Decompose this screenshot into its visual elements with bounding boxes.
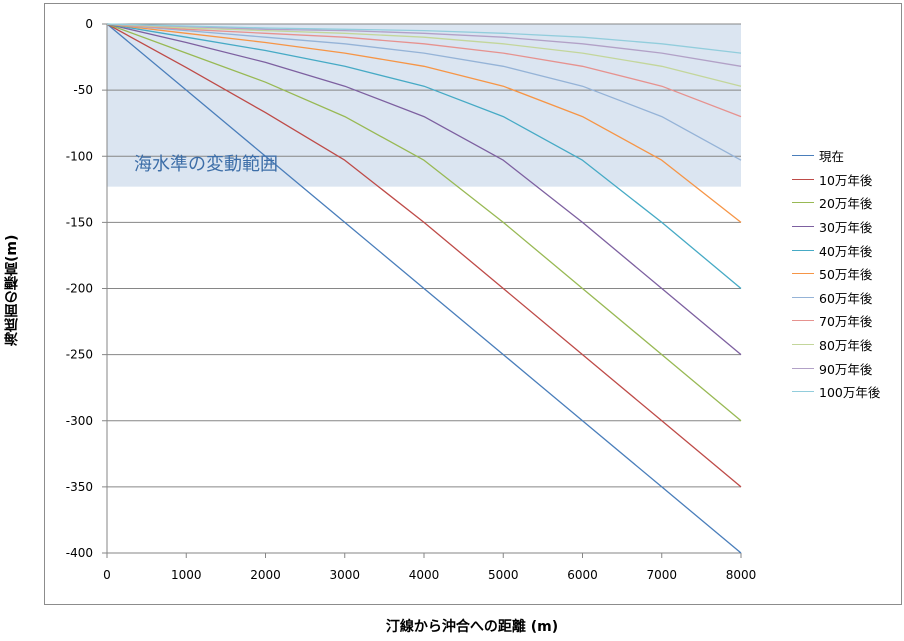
- legend-swatch: [792, 155, 814, 157]
- legend-swatch: [792, 202, 814, 204]
- legend-label: 80万年後: [819, 338, 873, 354]
- legend-item: 30万年後: [792, 215, 880, 239]
- series-line: [106, 23, 742, 289]
- legend-item: 10万年後: [792, 168, 880, 192]
- y-tick-label: -400: [66, 546, 93, 560]
- y-tick-label: -150: [66, 215, 93, 229]
- x-tick-label: 2000: [250, 568, 281, 582]
- series-line: [106, 23, 742, 356]
- x-tick-label: 6000: [567, 568, 598, 582]
- series-line: [106, 23, 742, 554]
- legend-label: 10万年後: [819, 172, 873, 188]
- legend-item: 20万年後: [792, 191, 880, 215]
- legend-item: 50万年後: [792, 262, 880, 286]
- series-line: [106, 23, 742, 87]
- series-line: [106, 23, 742, 67]
- legend-item: 現在: [792, 144, 880, 168]
- x-tick-label: 5000: [488, 568, 519, 582]
- x-tick-label: 3000: [329, 568, 360, 582]
- legend-label: 60万年後: [819, 290, 873, 306]
- chart-frame: [44, 3, 902, 605]
- y-tick-label: -100: [66, 149, 93, 163]
- legend-label: 90万年後: [819, 361, 873, 377]
- legend-swatch: [792, 296, 814, 298]
- legend-label: 100万年後: [819, 385, 881, 401]
- y-axis-title: 海底面の標高(m): [4, 234, 20, 346]
- legend-item: 40万年後: [792, 238, 880, 262]
- legend-item: 70万年後: [792, 309, 880, 333]
- legend-swatch: [792, 178, 814, 180]
- y-tick-label: 0: [85, 17, 93, 31]
- legend-swatch: [792, 273, 814, 275]
- legend-swatch: [792, 344, 814, 346]
- x-tick-label: 8000: [726, 568, 757, 582]
- legend-label: 20万年後: [819, 196, 873, 212]
- x-axis-title: 汀線から沖合への距離 (m): [385, 619, 559, 635]
- legend-swatch: [792, 249, 814, 251]
- series-line: [106, 23, 742, 54]
- x-tick-label: 7000: [646, 568, 677, 582]
- legend-label: 30万年後: [819, 220, 873, 236]
- legend-item: 60万年後: [792, 286, 880, 310]
- series-line: [106, 23, 742, 223]
- legend-item: 80万年後: [792, 333, 880, 357]
- x-tick-label: 1000: [171, 568, 202, 582]
- y-tick-label: -250: [66, 348, 93, 362]
- x-tick-label: 0: [103, 568, 111, 582]
- legend: 現在 10万年後 20万年後 30万年後 40万年後 50万年後 60万年後 70万年後 80万…: [792, 144, 880, 404]
- legend-label: 現在: [819, 149, 845, 165]
- y-tick-label: -300: [66, 414, 93, 428]
- y-tick-label: -350: [66, 480, 93, 494]
- legend-label: 50万年後: [819, 267, 873, 283]
- x-tick-label: 4000: [409, 568, 440, 582]
- legend-item: 100万年後: [792, 380, 880, 404]
- legend-swatch: [792, 367, 814, 369]
- series-line: [106, 23, 742, 488]
- legend-swatch: [792, 391, 814, 393]
- legend-label: 40万年後: [819, 243, 873, 259]
- sea-level-band-label: 海水準の変動範囲: [134, 154, 278, 175]
- y-tick-label: -50: [73, 83, 93, 97]
- legend-label: 70万年後: [819, 314, 873, 330]
- legend-swatch: [792, 320, 814, 322]
- legend-item: 90万年後: [792, 356, 880, 380]
- series-line: [106, 23, 742, 118]
- series-line: [106, 23, 742, 422]
- y-tick-label: -200: [66, 282, 93, 296]
- legend-swatch: [792, 226, 814, 228]
- series-line: [106, 23, 742, 161]
